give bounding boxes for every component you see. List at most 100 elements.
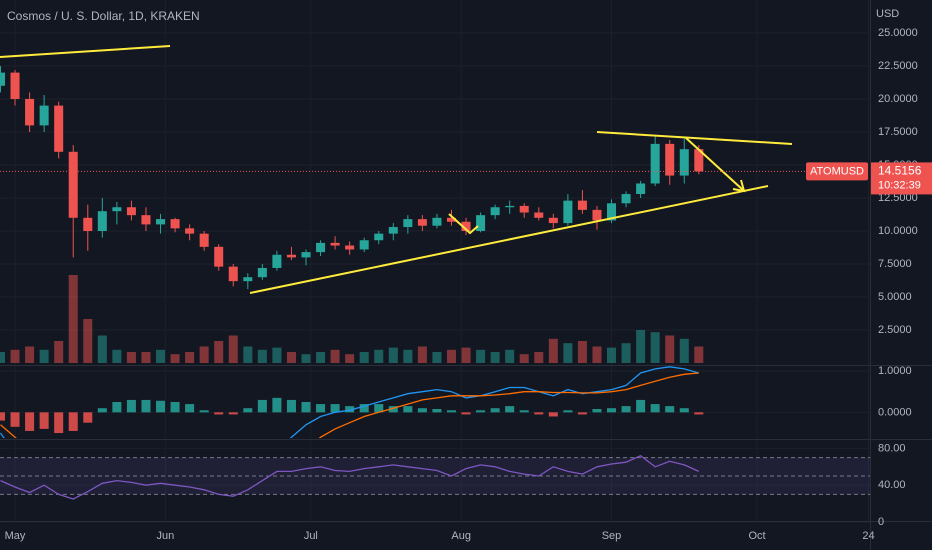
candle-body [0,72,5,86]
macd-histogram-bar [272,397,282,413]
y-tick-label: 0.0000 [878,406,912,418]
macd-histogram-bar [446,410,456,413]
candle-body [185,228,195,234]
volume-bar [301,354,311,363]
volume-bar [417,346,427,363]
zigzag [448,213,479,235]
y-tick-label: 5.0000 [878,291,912,303]
volume-bar [592,346,602,363]
macd-histogram-bar [548,412,558,417]
currency: USD [876,8,899,20]
volume-bar [534,352,544,363]
macd-histogram-bar [476,410,486,413]
arrow [685,137,744,191]
candle-body [534,212,544,218]
x-tick-label: Sep [602,530,622,542]
candle-body [490,207,500,216]
volume-bar [374,349,384,363]
candle-body [112,207,122,212]
x-tick-label: Jun [156,530,174,542]
macd-histogram-bar [0,412,5,421]
volume-bar [228,335,238,363]
macd-histogram-bar [112,402,122,413]
candle-body [10,72,20,99]
volume-bar [607,347,617,363]
volume-bar [25,346,35,363]
rsi-line [0,454,700,500]
candle-body [636,183,646,195]
macd-histogram-bar [257,399,267,413]
y-tick-label: 2.5000 [878,324,912,336]
macd-histogram-bar [199,410,209,413]
candle-body [476,215,486,231]
macd-histogram-bar [374,404,384,413]
symbol-tag [806,162,868,181]
volume-bar [446,349,456,363]
trendline [0,45,171,58]
candle-body [592,209,602,221]
volume-bar [272,347,282,363]
x-tick-label: Aug [451,530,471,542]
volume-bar [316,352,326,363]
y-tick-label: 25.0000 [878,27,918,39]
trendline [249,185,769,294]
volume-bar [243,346,253,363]
candle-body [170,219,180,229]
arrow-head [732,179,746,193]
y-tick-label: 20.0000 [878,93,918,105]
macd-histogram-bar [243,408,253,413]
macd-histogram-bar [490,408,500,413]
volume-bar [112,349,122,363]
volume-bar [97,335,107,363]
candle-body [621,194,631,204]
candle-body [403,219,413,228]
candle-body [272,254,282,268]
candle-body [505,205,515,208]
candle-body [83,217,93,231]
macd-histogram-bar [97,408,107,413]
volume-bar [461,347,471,363]
macd-histogram-bar [83,412,93,423]
macd-histogram-bar [359,404,369,413]
candle-body [607,203,617,221]
macd-histogram-bar [39,412,49,429]
volume-bar [330,349,340,363]
macd-histogram-bar [10,412,20,427]
candle-body [68,151,78,218]
macd-histogram-bar [534,412,544,415]
trendlines [0,45,793,294]
volume-bar [563,343,573,363]
macd-histogram-bar [636,399,646,413]
x-tick-label: Jul [304,530,318,542]
volume-bar [68,275,78,363]
volume-bar [185,352,195,363]
last-price-label: 14.5156 [878,164,922,178]
macd-histogram-bar [505,406,515,413]
volume-bar [170,354,180,363]
volume-bar [476,349,486,363]
countdown-label: 10:32:39 [878,179,921,191]
y-tick-label: 0 [878,516,884,528]
y-tick-label: 10.0000 [878,225,918,237]
candle-body [446,217,456,222]
candle-body [374,233,384,241]
candle-body [432,217,442,226]
volume-bar [548,338,558,363]
chart-title: Cosmos / U. S. Dollar, 1D, KRAKEN [7,9,200,23]
y-tick-label: 1.0000 [878,365,912,377]
candle-body [141,215,151,225]
macd-histogram-bar [519,410,529,413]
macd-histogram-bar [665,406,675,413]
x-tick-label: May [5,530,26,542]
candle-body [54,105,64,152]
candle-body [563,200,573,224]
candle-body [417,219,427,226]
macd-histogram-bar [461,412,471,415]
macd-histogram-bar [330,404,340,413]
volume-bar [694,346,704,363]
volume-bar [83,319,93,363]
signal-line [0,372,699,438]
candle-body [577,200,587,210]
macd-histogram-bar [607,408,617,413]
y-tick-label: 80.00 [878,442,906,454]
